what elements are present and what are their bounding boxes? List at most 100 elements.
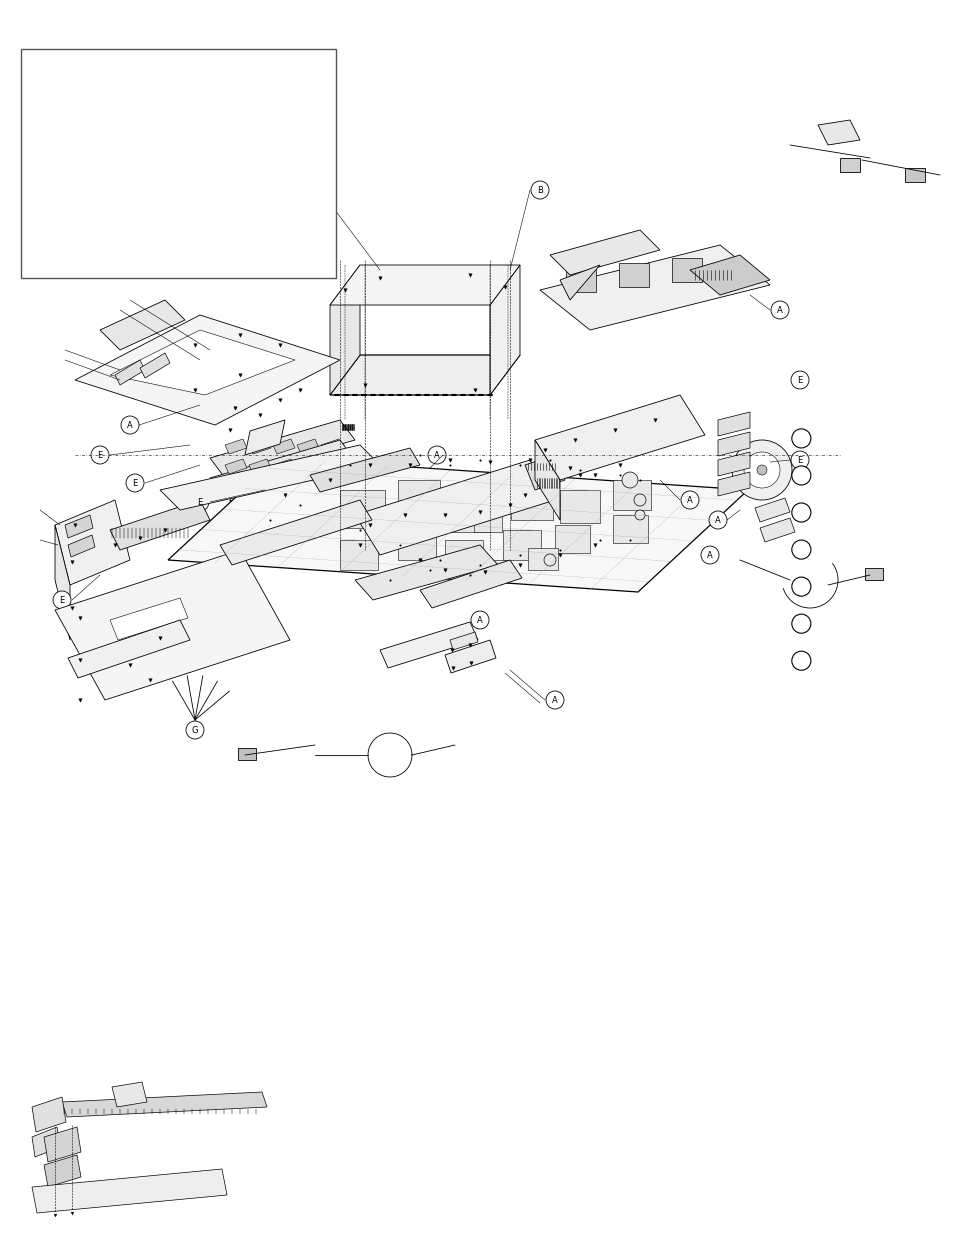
- Circle shape: [731, 440, 791, 500]
- Polygon shape: [296, 438, 318, 454]
- Bar: [840, 158, 859, 172]
- Circle shape: [790, 451, 808, 469]
- Polygon shape: [32, 1128, 60, 1157]
- Polygon shape: [754, 498, 789, 522]
- Polygon shape: [379, 622, 477, 668]
- Polygon shape: [355, 459, 555, 555]
- Polygon shape: [210, 440, 355, 498]
- Polygon shape: [110, 500, 210, 550]
- Bar: [21, 49, 335, 278]
- Circle shape: [545, 692, 563, 709]
- Circle shape: [770, 301, 788, 319]
- Polygon shape: [112, 1082, 147, 1107]
- Polygon shape: [245, 420, 285, 454]
- Text: A: A: [127, 420, 132, 430]
- Polygon shape: [502, 530, 540, 559]
- Polygon shape: [555, 525, 589, 553]
- Polygon shape: [559, 490, 599, 522]
- Polygon shape: [671, 258, 701, 282]
- Polygon shape: [448, 496, 490, 532]
- Polygon shape: [32, 1097, 66, 1132]
- Text: E: E: [797, 375, 801, 384]
- Polygon shape: [535, 440, 559, 520]
- Polygon shape: [68, 620, 190, 678]
- Polygon shape: [474, 510, 501, 532]
- Circle shape: [301, 182, 318, 199]
- Circle shape: [790, 370, 808, 389]
- Polygon shape: [618, 263, 648, 287]
- Polygon shape: [320, 459, 343, 474]
- Polygon shape: [355, 545, 497, 600]
- Polygon shape: [62, 1092, 267, 1116]
- Polygon shape: [339, 540, 377, 571]
- Polygon shape: [718, 412, 749, 436]
- Circle shape: [700, 546, 719, 564]
- Text: A: A: [552, 695, 558, 704]
- Polygon shape: [249, 459, 271, 474]
- Circle shape: [186, 721, 204, 739]
- Circle shape: [91, 446, 109, 464]
- Circle shape: [708, 511, 726, 529]
- Bar: [904, 168, 924, 182]
- Polygon shape: [160, 445, 379, 510]
- Polygon shape: [330, 266, 519, 305]
- Circle shape: [53, 592, 71, 609]
- Polygon shape: [273, 438, 294, 454]
- Circle shape: [791, 429, 810, 448]
- Polygon shape: [220, 500, 372, 564]
- Text: A: A: [715, 515, 720, 525]
- Polygon shape: [478, 559, 509, 582]
- Polygon shape: [511, 485, 553, 520]
- Polygon shape: [330, 354, 519, 395]
- Polygon shape: [249, 438, 271, 454]
- Polygon shape: [397, 530, 436, 559]
- Text: B: B: [537, 185, 542, 194]
- Polygon shape: [339, 490, 385, 529]
- Polygon shape: [115, 359, 145, 385]
- Circle shape: [791, 466, 810, 485]
- Text: E: E: [97, 451, 103, 459]
- Circle shape: [634, 494, 645, 506]
- Circle shape: [743, 452, 780, 488]
- Polygon shape: [397, 480, 439, 515]
- Polygon shape: [550, 230, 659, 275]
- Polygon shape: [524, 454, 564, 490]
- Polygon shape: [817, 120, 859, 144]
- Polygon shape: [110, 598, 188, 640]
- Circle shape: [757, 466, 766, 475]
- Circle shape: [680, 492, 699, 509]
- Polygon shape: [535, 395, 704, 480]
- Polygon shape: [32, 1170, 227, 1213]
- Polygon shape: [310, 448, 419, 492]
- Polygon shape: [100, 300, 185, 350]
- Polygon shape: [65, 515, 92, 538]
- Circle shape: [471, 611, 489, 629]
- Polygon shape: [718, 432, 749, 456]
- Polygon shape: [527, 548, 558, 571]
- Polygon shape: [490, 266, 519, 395]
- Circle shape: [191, 493, 209, 511]
- Text: A: A: [476, 615, 482, 625]
- Polygon shape: [539, 245, 769, 330]
- Polygon shape: [559, 266, 599, 300]
- Circle shape: [121, 416, 139, 433]
- Polygon shape: [225, 459, 247, 474]
- Polygon shape: [55, 525, 70, 640]
- Polygon shape: [760, 517, 794, 542]
- Circle shape: [621, 472, 638, 488]
- Circle shape: [791, 577, 810, 597]
- Polygon shape: [330, 266, 359, 395]
- Polygon shape: [140, 353, 170, 378]
- Polygon shape: [613, 515, 647, 543]
- Polygon shape: [444, 540, 482, 571]
- Text: E: E: [197, 498, 202, 506]
- Text: E: E: [132, 478, 137, 488]
- Polygon shape: [613, 480, 650, 510]
- Text: E: E: [797, 456, 801, 464]
- Circle shape: [428, 446, 446, 464]
- Text: A: A: [434, 451, 439, 459]
- Polygon shape: [444, 640, 496, 673]
- Polygon shape: [168, 458, 747, 592]
- Polygon shape: [225, 438, 247, 454]
- Circle shape: [791, 503, 810, 522]
